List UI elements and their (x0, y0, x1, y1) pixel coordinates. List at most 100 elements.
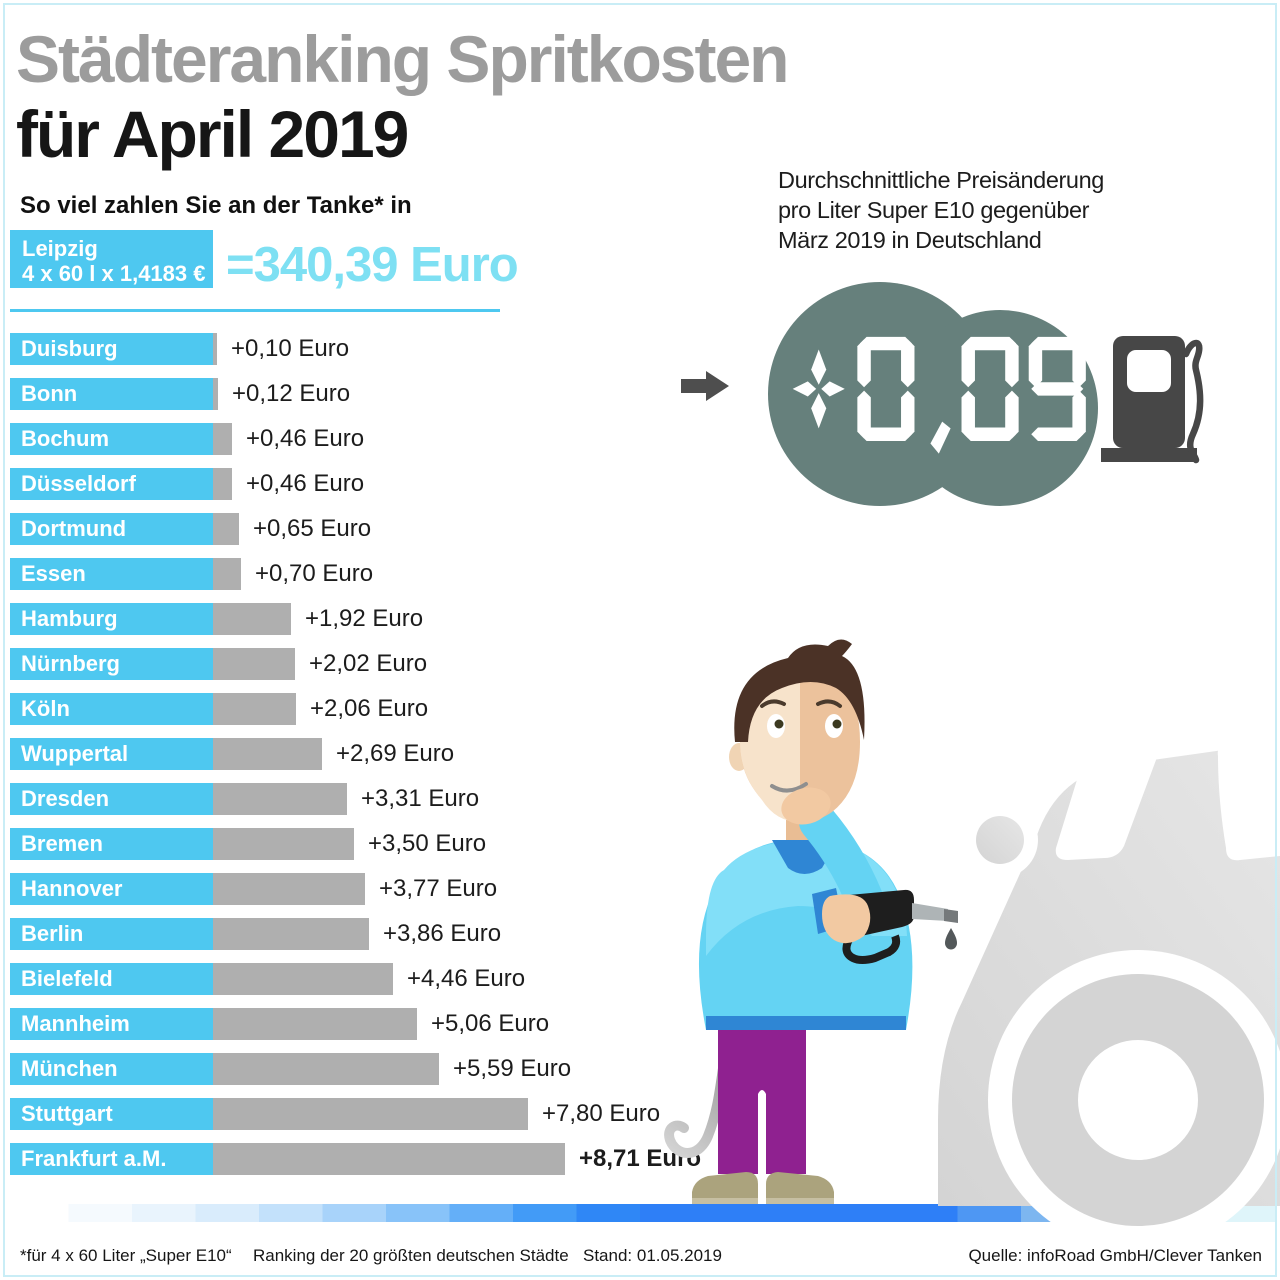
bar-row: Hannover +3,77 Euro (10, 873, 701, 905)
bar-extension (213, 558, 241, 590)
avg-desc-line2: pro Liter Super E10 gegenüber (778, 197, 1090, 223)
average-change-description: Durchschnittliche Preisänderung pro Lite… (778, 165, 1104, 255)
bar-value-label: +0,65 Euro (253, 515, 372, 542)
bar-value-label: +0,10 Euro (231, 335, 350, 362)
bar-row: Düsseldorf +0,46 Euro (10, 468, 701, 500)
bar-city-label: Bonn (10, 378, 213, 410)
bar-city-label: Hamburg (10, 603, 213, 635)
bar-city-label: Stuttgart (10, 1098, 213, 1130)
left-shoe (692, 1172, 758, 1203)
nozzle-handle (842, 933, 901, 964)
reference-formula: 4 x 60 l x 1,4183 € (22, 261, 206, 286)
footnote: *für 4 x 60 Liter „Super E10“ (20, 1246, 232, 1265)
bar-extension (213, 783, 347, 815)
bar-city-label: Mannheim (10, 1008, 213, 1040)
car-rear-window (1217, 736, 1280, 861)
bar-row: Hamburg +1,92 Euro (10, 603, 701, 635)
bar-value-label: +5,06 Euro (431, 1010, 550, 1037)
bar-value-label: +0,46 Euro (246, 425, 365, 452)
person (664, 639, 958, 1204)
hair (734, 639, 865, 742)
seven-segment-char (1028, 336, 1086, 441)
bar-extension (213, 693, 296, 725)
person-refueling-illustration (664, 639, 1280, 1250)
bar-row: Köln +2,06 Euro (10, 693, 701, 725)
ranking-note: Ranking der 20 größten deutschen Städte (253, 1246, 569, 1265)
right-eyebrow (816, 699, 842, 708)
bar-row: Wuppertal +2,69 Euro (10, 738, 701, 770)
subtitle: So viel zahlen Sie an der Tanke* in (20, 192, 412, 219)
bar-value-label: +0,70 Euro (255, 560, 374, 587)
bar-extension (213, 738, 322, 770)
date-stamp: Stand: 01.05.2019 (583, 1246, 722, 1265)
seven-segment-value (792, 336, 1086, 454)
bar-extension (213, 513, 239, 545)
right-pupil (832, 719, 842, 729)
bar-city-label: Bochum (10, 423, 213, 455)
left-eyebrow (760, 699, 786, 708)
seven-segment-char (857, 336, 915, 441)
pants (718, 1028, 806, 1174)
bar-value-label: +1,92 Euro (305, 605, 424, 632)
fuel-pump-icon (1101, 336, 1204, 464)
bar-city-label: Hannover (10, 873, 213, 905)
car-silhouette (938, 736, 1280, 1250)
blob-circle-right (902, 310, 1098, 506)
bar-city-label: Nürnberg (10, 648, 213, 680)
bar-row: Bochum +0,46 Euro (10, 423, 701, 455)
bar-extension (213, 423, 232, 455)
bar-row: Stuttgart +7,80 Euro (10, 1098, 701, 1130)
bar-extension (213, 603, 291, 635)
bar-city-label: Berlin (10, 918, 213, 950)
reference-total: =340,39 Euro (226, 238, 519, 292)
bar-extension (213, 1008, 417, 1040)
chin-hand (781, 787, 831, 825)
bar-city-label: Frankfurt a.M. (10, 1143, 213, 1175)
reference-city-box: Leipzig 4 x 60 l x 1,4183 € (10, 230, 213, 288)
bar-row: Bremen +3,50 Euro (10, 828, 701, 860)
bar-value-label: +3,31 Euro (361, 785, 480, 812)
bar-row: Dortmund +0,65 Euro (10, 513, 701, 545)
car-side-window (1055, 747, 1158, 860)
bar-row: Berlin +3,86 Euro (10, 918, 701, 950)
bar-value-label: +3,86 Euro (383, 920, 502, 947)
bar-row: Duisburg +0,10 Euro (10, 333, 701, 365)
seven-segment-char (792, 349, 845, 429)
bar-value-label: +0,12 Euro (232, 380, 351, 407)
bar-row: München +5,59 Euro (10, 1053, 701, 1085)
bar-value-label: +2,02 Euro (309, 650, 428, 677)
avg-desc-line3: März 2019 in Deutschland (778, 227, 1042, 253)
page-title-line1: Städteranking Spritkosten (16, 22, 789, 96)
digital-display-graphic (681, 282, 1204, 506)
city-bar-chart: Duisburg +0,10 Euro Bonn +0,12 Euro Bochum +0… (10, 333, 701, 1188)
bar-row: Essen +0,70 Euro (10, 558, 701, 590)
bar-city-label: Düsseldorf (10, 468, 213, 500)
bar-value-label: +5,59 Euro (453, 1055, 572, 1082)
fuel-cap-center (976, 816, 1024, 864)
bar-value-label: +4,46 Euro (407, 965, 526, 992)
bar-value-label: +0,46 Euro (246, 470, 365, 497)
bottom-gradient-bar (5, 1204, 1275, 1222)
bar-value-label: +3,77 Euro (379, 875, 498, 902)
seven-segment-char (930, 421, 951, 454)
bar-value-label: +7,80 Euro (542, 1100, 661, 1127)
bar-city-label: Duisburg (10, 333, 213, 365)
bar-extension (213, 1143, 565, 1175)
head (729, 639, 865, 825)
divider-line (10, 309, 500, 312)
nozzle-tip (944, 909, 958, 923)
bar-value-label: +3,50 Euro (368, 830, 487, 857)
bar-extension (213, 918, 369, 950)
bar-city-label: München (10, 1053, 213, 1085)
bar-extension (213, 648, 295, 680)
left-sole (692, 1198, 758, 1204)
bar-row: Nürnberg +2,02 Euro (10, 648, 701, 680)
bar-city-label: Dortmund (10, 513, 213, 545)
bar-city-label: Dresden (10, 783, 213, 815)
bar-value-label: +2,06 Euro (310, 695, 429, 722)
bar-city-label: Bielefeld (10, 963, 213, 995)
nozzle-spout (912, 903, 948, 921)
seven-segment-char (961, 336, 1019, 441)
wheel-hub (1078, 1040, 1198, 1160)
avg-desc-line1: Durchschnittliche Preisänderung (778, 167, 1104, 193)
